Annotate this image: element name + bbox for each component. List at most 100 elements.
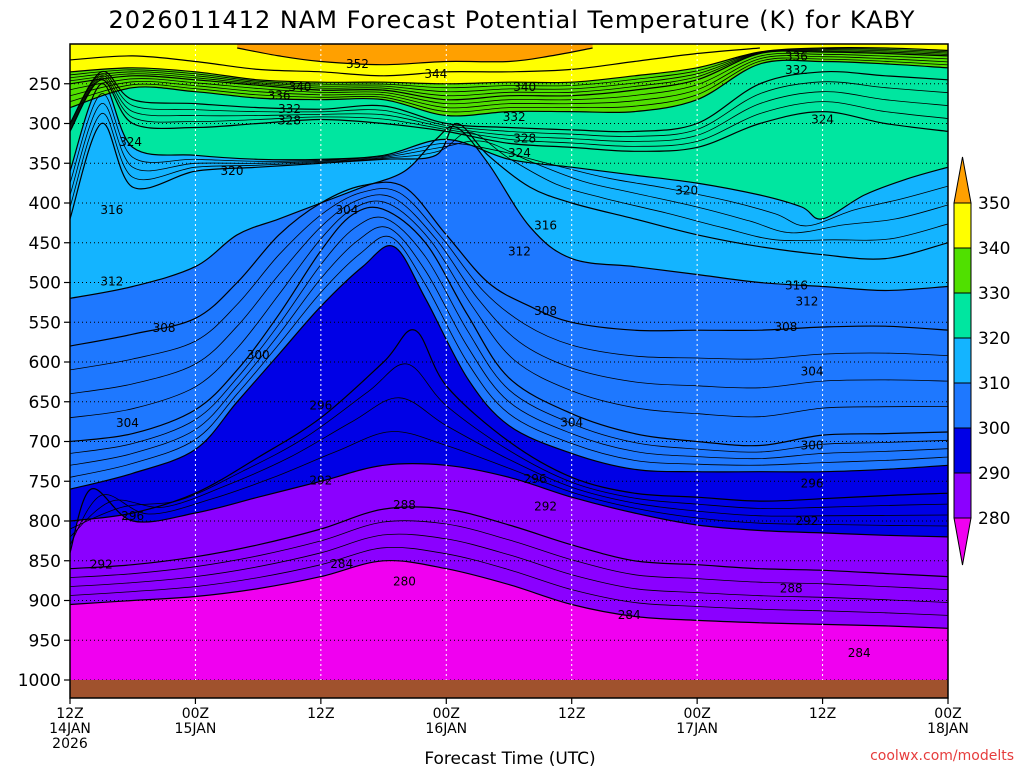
contour-label: 328 xyxy=(278,113,301,127)
grid-lines xyxy=(70,44,948,680)
contour-label: 296 xyxy=(121,509,144,523)
colorbar-swatch xyxy=(953,292,972,339)
isentrope-316 xyxy=(70,122,948,260)
isentrope-288 xyxy=(70,506,948,578)
isentrope-minor xyxy=(70,55,948,109)
isentrope-minor xyxy=(70,226,948,466)
x-tick-label: 17JAN xyxy=(676,721,718,737)
isentrope-minor xyxy=(70,93,948,227)
contour-label: 340 xyxy=(288,80,311,94)
contour-label: 324 xyxy=(119,135,142,149)
y-tick-label: 450 xyxy=(29,234,61,254)
y-tick-label: 950 xyxy=(29,631,61,651)
x-tick-label: 2026 xyxy=(52,736,88,752)
contour-label: 312 xyxy=(100,275,123,289)
contour-label: 324 xyxy=(811,113,834,127)
contour-label: 284 xyxy=(330,557,353,571)
y-tick-label: 650 xyxy=(29,393,61,413)
contour-label: 280 xyxy=(393,574,416,588)
contour-label: 304 xyxy=(336,203,359,217)
y-tick-label: 550 xyxy=(29,313,61,333)
isentrope-328 xyxy=(70,70,948,133)
contour-label: 296 xyxy=(309,399,332,413)
y-tick-label: 900 xyxy=(29,592,61,612)
isentrope-minor xyxy=(70,73,948,137)
isentrope-332 xyxy=(70,59,948,117)
contour-label: 332 xyxy=(785,63,808,77)
contour-label: 328 xyxy=(513,132,536,146)
contour-label: 288 xyxy=(780,582,803,596)
isentrope-minor xyxy=(70,103,948,234)
isentrope-minor xyxy=(70,49,948,93)
y-tick-label: 350 xyxy=(29,154,61,174)
isentrope-324 xyxy=(70,79,948,152)
y-tick-label: 600 xyxy=(29,353,61,373)
isentrope-minor xyxy=(70,431,948,546)
contour-label: 304 xyxy=(116,416,139,430)
ground-surface xyxy=(70,680,948,698)
colorbar-label: 300 xyxy=(978,419,1010,439)
contour-label: 296 xyxy=(801,477,824,491)
isentrope-308 xyxy=(70,181,948,347)
contour-label: 352 xyxy=(346,57,369,71)
contour-label: 332 xyxy=(278,102,301,116)
contour-label: 308 xyxy=(775,320,798,334)
x-tick-label: 14JAN xyxy=(49,721,91,737)
colorbar: 350 340 330 320 310 300 290 280 xyxy=(953,156,1010,566)
contour-label: 292 xyxy=(90,558,113,572)
x-tick-label: 15JAN xyxy=(175,721,217,737)
isentrope-284 xyxy=(70,559,948,629)
y-tick-label: 750 xyxy=(29,472,61,492)
colorbar-label: 290 xyxy=(978,464,1010,484)
contour-label: 312 xyxy=(508,244,531,258)
y-tick-label: 1000 xyxy=(18,671,61,691)
contour-label: 320 xyxy=(221,164,244,178)
isentrope-352 xyxy=(237,47,593,66)
contour-label: 292 xyxy=(534,500,557,514)
y-tick-label: 700 xyxy=(29,433,61,453)
contour-label: 300 xyxy=(247,348,270,362)
colorbar-swatch xyxy=(953,247,972,294)
contour-label: 336 xyxy=(785,50,808,64)
isentrope-minor xyxy=(70,397,948,538)
colorbar-label: 340 xyxy=(978,239,1010,259)
contour-label: 296 xyxy=(524,472,547,486)
contour-label: 332 xyxy=(503,110,526,124)
colorbar-swatch xyxy=(953,472,972,519)
x-tick-label: 16JAN xyxy=(425,721,467,737)
contour-label: 336 xyxy=(268,89,291,103)
credit-link[interactable]: coolwx.com/modelts xyxy=(870,748,1014,764)
theta-bands xyxy=(70,44,948,629)
contour-label: 300 xyxy=(801,438,824,452)
contour-label: 292 xyxy=(795,514,818,528)
isentrope-minor xyxy=(70,77,948,147)
x-tick-label: 18JAN xyxy=(927,721,969,737)
x-tick-label: 12Z xyxy=(56,706,83,722)
isentrope-344 xyxy=(70,47,760,77)
contour-label: 344 xyxy=(424,67,447,81)
contour-label: 308 xyxy=(153,321,176,335)
contour-label: 340 xyxy=(513,80,536,94)
y-tick-label: 800 xyxy=(29,512,61,532)
y-tick-label: 400 xyxy=(29,194,61,214)
contour-label: 312 xyxy=(795,295,818,309)
x-tick-label: 00Z xyxy=(683,706,710,722)
contour-label: 292 xyxy=(309,473,332,487)
colorbar-bottom-arrow xyxy=(953,517,972,566)
contour-label: 308 xyxy=(534,304,557,318)
colorbar-label: 330 xyxy=(978,284,1010,304)
colorbar-swatch xyxy=(953,427,972,474)
y-tick-label: 500 xyxy=(29,274,61,294)
isentrope-300 xyxy=(70,245,948,490)
colorbar-swatch xyxy=(953,202,972,249)
x-axis-label: Forecast Time (UTC) xyxy=(424,749,595,768)
isentrope-304 xyxy=(70,206,948,447)
isentrope-minor xyxy=(70,188,948,371)
plot-frame xyxy=(69,43,949,699)
isentrope-minor xyxy=(70,546,948,616)
x-tick-label: 12Z xyxy=(307,706,334,722)
